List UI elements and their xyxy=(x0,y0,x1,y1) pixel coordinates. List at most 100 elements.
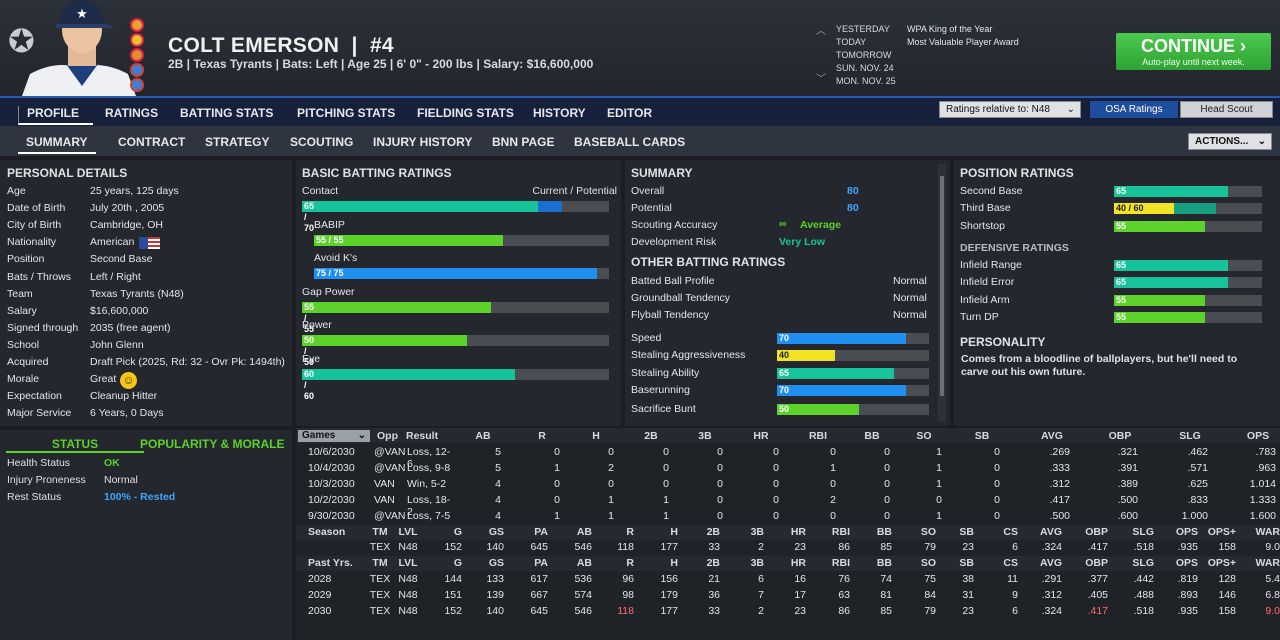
chevron-up-icon[interactable]: ︿ xyxy=(816,26,826,37)
stats-cell: 11 xyxy=(1007,573,1018,585)
stats-cell: TEX xyxy=(369,573,391,585)
game-result: Loss, 12-6 xyxy=(407,446,451,470)
subtab-contract[interactable]: CONTRACT xyxy=(118,135,186,149)
position-bar: 40 / 60 xyxy=(1114,203,1262,215)
other-bar-fill xyxy=(777,333,906,344)
game-stat: .269 xyxy=(1049,446,1070,458)
game-date: 10/4/2030 xyxy=(308,462,355,474)
stats-cell: 146 xyxy=(1218,589,1236,601)
game-stat: 1 xyxy=(608,494,614,506)
tab-pitching-stats[interactable]: PITCHING STATS xyxy=(297,106,396,120)
osa-ratings-toggle[interactable]: OSA Ratings xyxy=(1090,101,1178,118)
stats-cell: 118 xyxy=(617,541,634,553)
stats-header: SO xyxy=(920,526,936,538)
detail-value: Second Base xyxy=(90,253,153,266)
game-stat: .417 xyxy=(1049,494,1070,506)
stats-cell: TEX xyxy=(369,605,391,617)
current-fill xyxy=(302,201,538,212)
detail-value: Draft Pick (2025, Rd: 32 - Ovr Pk: 1494t… xyxy=(90,356,285,368)
stats-header: TM xyxy=(372,557,388,569)
batting-label: Gap Power xyxy=(302,285,355,298)
tab-profile[interactable]: PROFILE xyxy=(18,106,94,125)
detail-value: Texas Tyrants (N48) xyxy=(90,287,184,300)
tab-fielding-stats[interactable]: FIELDING STATS xyxy=(417,106,514,120)
actions-dropdown[interactable]: ACTIONS... ⌄ xyxy=(1188,133,1272,150)
stats-cell: 158 xyxy=(1218,605,1236,617)
other-bar-fill xyxy=(777,350,835,362)
other-batting-title: OTHER BATTING RATINGS xyxy=(631,255,786,269)
game-stat: 0 xyxy=(994,494,1000,506)
stats-header: RBI xyxy=(831,557,850,569)
stats-cell: 645 xyxy=(530,605,548,617)
game-stat: 1 xyxy=(554,462,560,474)
stats-cell: 139 xyxy=(486,589,504,601)
game-stat: 0 xyxy=(773,510,779,522)
stats-header: CS xyxy=(1003,526,1018,538)
detail-label: Position xyxy=(7,253,45,266)
sub-nav: SUMMARY CONTRACT STRATEGY SCOUTING INJUR… xyxy=(0,126,1280,156)
detail-label: Acquired xyxy=(7,356,49,368)
ratings-relative-select[interactable]: Ratings relative to: N48 ⌄ xyxy=(939,101,1081,118)
stats-cell: 31 xyxy=(962,589,974,601)
stats-header: TM xyxy=(372,526,388,538)
tab-batting-stats[interactable]: BATTING STATS xyxy=(180,106,274,120)
game-stat: 1.014 xyxy=(1249,478,1276,490)
chevron-down-icon[interactable]: ﹀ xyxy=(816,74,826,85)
subtab-injury-history[interactable]: INJURY HISTORY xyxy=(373,135,473,149)
stats-cell: .405 xyxy=(1087,589,1108,601)
game-stat: 1 xyxy=(936,462,942,474)
other-bar-label: Stealing Aggressiveness xyxy=(631,349,746,362)
game-stat: 0 xyxy=(608,446,614,458)
defense-bar-value: 55 xyxy=(1116,311,1127,322)
subtab-scouting[interactable]: SCOUTING xyxy=(290,135,354,149)
award-medals[interactable] xyxy=(130,18,156,93)
game-stat: 1 xyxy=(663,510,669,522)
chevron-down-icon: ⌄ xyxy=(1066,104,1075,115)
tab-history[interactable]: HISTORY xyxy=(533,106,586,120)
stats-cell: 152 xyxy=(444,541,462,553)
subtab-baseball-cards[interactable]: BASEBALL CARDS xyxy=(574,135,686,149)
stats-cell: 9 xyxy=(1012,589,1018,601)
stats-cell: 118 xyxy=(617,605,634,617)
stats-header: 3B xyxy=(750,557,764,569)
stats-cell: 84 xyxy=(924,589,936,601)
subtab-strategy[interactable]: STRATEGY xyxy=(205,135,270,149)
head-scout-toggle[interactable]: Head Scout xyxy=(1180,101,1273,118)
tab-popularity-morale[interactable]: POPULARITY & MORALE xyxy=(140,437,285,451)
current-fill xyxy=(302,301,491,313)
stats-header: LVL xyxy=(398,526,418,538)
player-header: ✪ ★ COLT EMERSON | #4 2B | Texas Tyrants… xyxy=(0,0,1280,96)
subtab-summary[interactable]: SUMMARY xyxy=(18,135,96,154)
game-stat: 1.600 xyxy=(1249,510,1276,522)
scrollbar[interactable] xyxy=(938,164,946,422)
batting-label: Contact xyxy=(302,185,339,197)
games-dropdown[interactable]: Games ⌄ xyxy=(298,430,370,442)
personal-details-title: PERSONAL DETAILS xyxy=(7,166,128,180)
game-opp: VAN xyxy=(374,494,395,506)
defense-bar-fill xyxy=(1114,277,1228,289)
stats-cell: TEX xyxy=(369,589,391,601)
tab-editor[interactable]: EDITOR xyxy=(607,106,653,120)
overall-value: 80 xyxy=(847,185,859,197)
games-header: SO xyxy=(916,430,932,442)
game-stat: 0 xyxy=(994,510,1000,522)
development-risk-label: Development Risk xyxy=(631,236,717,248)
status-panel: STATUS POPULARITY & MORALE Health Status… xyxy=(0,430,292,640)
tab-status[interactable]: STATUS xyxy=(6,433,144,453)
detail-label: Date of Birth xyxy=(7,202,66,215)
stats-cell: 574 xyxy=(574,589,592,601)
game-result: Loss, 9-8 xyxy=(407,462,451,474)
other-label: Flyball Tendency xyxy=(631,309,710,321)
continue-button[interactable]: CONTINUE › Auto-play until next week. xyxy=(1116,33,1271,70)
position-bar-fill xyxy=(1114,203,1174,215)
game-stat: 0 xyxy=(773,462,779,474)
subtab-bnn-page[interactable]: BNN PAGE xyxy=(492,135,555,149)
tab-ratings[interactable]: RATINGS xyxy=(105,106,159,120)
stats-cell: 17 xyxy=(794,589,806,601)
position-bar-value: 40 / 60 xyxy=(1116,203,1144,214)
personality-title: PERSONALITY xyxy=(960,335,1046,349)
game-stat: 5 xyxy=(495,462,501,474)
game-stat: 0 xyxy=(663,478,669,490)
other-bar-value: 70 xyxy=(779,333,790,343)
defense-bar-value: 65 xyxy=(1116,260,1127,270)
